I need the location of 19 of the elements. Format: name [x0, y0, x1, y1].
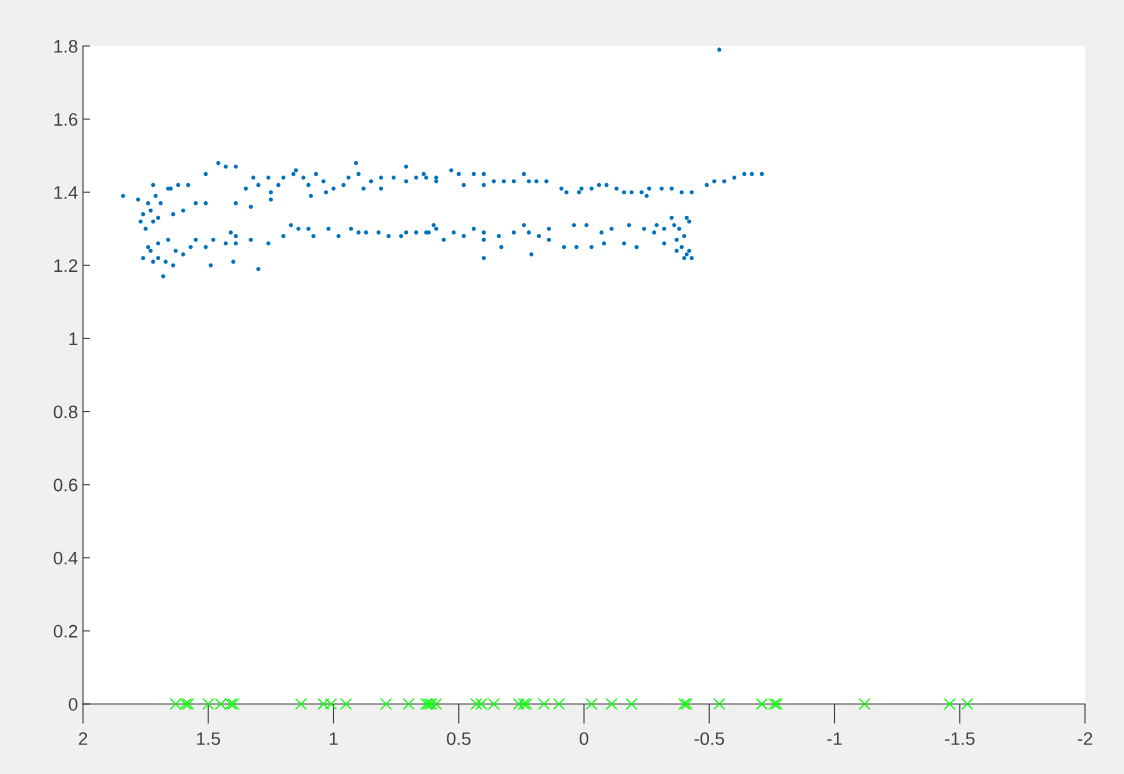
- x-tick-label: -1: [827, 732, 842, 745]
- x-tick-label: -2: [1077, 732, 1093, 745]
- y-tick-label: 1: [69, 332, 78, 345]
- y-tick-label: 0.4: [53, 551, 78, 565]
- y-tick-label: 1.8: [54, 39, 78, 53]
- x-tick-label: -0.5: [694, 732, 725, 746]
- x-tick-label: 0.5: [446, 732, 471, 746]
- y-tick-label: 0.2: [53, 624, 78, 638]
- x-tick-label: -1.5: [945, 732, 975, 746]
- x-tick-label: 1.5: [197, 732, 221, 746]
- y-tick-label: 1.4: [54, 186, 78, 199]
- y-tick-label: 1.6: [54, 113, 78, 126]
- y-tick-label: 0: [68, 697, 78, 711]
- y-tick-label: 0.8: [53, 405, 78, 419]
- y-tick-label: 1.2: [54, 259, 78, 272]
- x-tick-label: 1: [329, 732, 338, 745]
- x-tick-label: 2: [78, 732, 88, 745]
- y-tick-label: 0.6: [53, 478, 78, 492]
- x-tick-label: 0: [579, 732, 589, 746]
